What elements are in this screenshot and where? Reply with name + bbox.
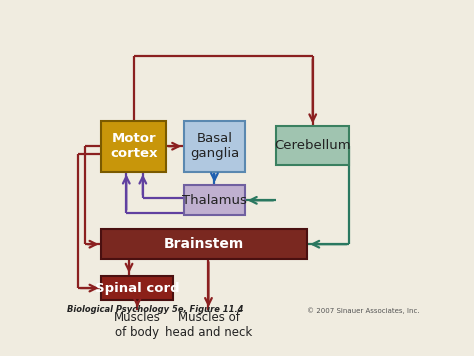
Text: Muscles of
head and neck: Muscles of head and neck — [165, 312, 252, 339]
FancyBboxPatch shape — [184, 185, 245, 215]
FancyBboxPatch shape — [184, 121, 245, 172]
Text: Cerebellum: Cerebellum — [274, 139, 351, 152]
FancyBboxPatch shape — [101, 229, 307, 259]
Text: Thalamus: Thalamus — [182, 194, 247, 207]
Text: Motor
cortex: Motor cortex — [110, 132, 157, 161]
Text: Muscles
of body: Muscles of body — [114, 312, 161, 339]
Text: Basal
ganglia: Basal ganglia — [190, 132, 239, 161]
FancyBboxPatch shape — [276, 126, 349, 165]
Text: © 2007 Sinauer Associates, Inc.: © 2007 Sinauer Associates, Inc. — [307, 308, 419, 314]
FancyBboxPatch shape — [101, 121, 166, 172]
Text: Spinal cord: Spinal cord — [95, 282, 180, 294]
Text: Brainstem: Brainstem — [164, 237, 245, 251]
Text: Biological Psychology 5e, Figure 11.4: Biological Psychology 5e, Figure 11.4 — [66, 305, 243, 314]
FancyBboxPatch shape — [101, 276, 173, 300]
